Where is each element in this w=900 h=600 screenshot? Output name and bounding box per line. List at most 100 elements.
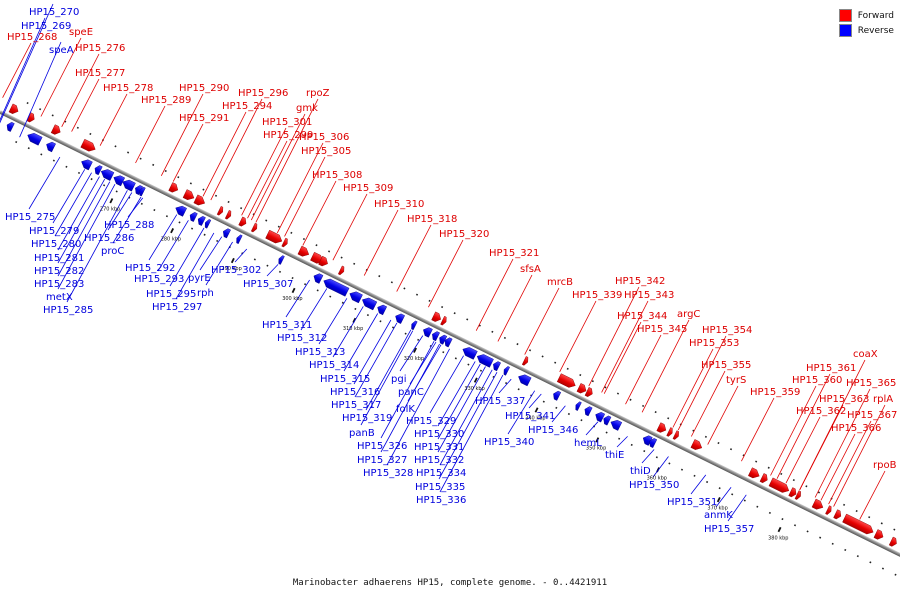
gene-label: HP15_332	[414, 455, 464, 466]
gene-leader-line	[318, 298, 348, 345]
gene-leader-line	[99, 93, 128, 146]
reverse-gene-arrow	[189, 212, 198, 222]
gene-leader-line	[429, 355, 464, 414]
gene-leader-line	[652, 456, 669, 478]
reverse-gene-arrow	[610, 420, 623, 431]
gene-label: HP15_286	[84, 233, 134, 244]
tick-mark	[716, 497, 721, 503]
gene-leader-line	[690, 474, 707, 495]
tick-label: 380 kbp	[768, 535, 788, 541]
forward-gene-arrow	[811, 498, 824, 510]
tick-label: 370 kbp	[707, 505, 727, 511]
gene-label: HP15_316	[330, 387, 380, 398]
gene-leader-line	[266, 264, 279, 277]
gene-label: HP15_299	[263, 130, 313, 141]
forward-gene-arrow	[666, 427, 673, 437]
forward-gene-arrow	[431, 311, 441, 322]
reverse-gene-arrow	[349, 291, 363, 304]
gene-label: HP15_307	[243, 279, 293, 290]
map-caption: Marinobacter adhaerens HP15, complete ge…	[292, 578, 608, 588]
forward-gene-arrow	[50, 124, 61, 135]
tick-mark	[170, 228, 174, 234]
gene-label: HP15_353	[689, 338, 739, 349]
gene-label: rpoB	[873, 460, 897, 471]
tick-label: 350 kbp	[586, 446, 606, 452]
gene-label: panC	[398, 387, 424, 398]
gene-label: HP15_293	[134, 274, 184, 285]
gene-label: HP15_351	[667, 497, 717, 508]
forward-gene-arrow	[80, 138, 96, 152]
gene-leader-line	[437, 363, 481, 440]
gene-leader-line	[175, 232, 215, 300]
gene-label: sfsA	[520, 264, 541, 275]
gene-leader-line	[380, 341, 435, 439]
gene-leader-line	[157, 220, 189, 272]
reverse-gene-arrow	[377, 304, 388, 316]
gene-label: HP15_281	[34, 253, 84, 264]
forward-gene-arrow	[584, 387, 593, 397]
forward-gene-arrow	[193, 194, 206, 206]
forward-gene-arrow	[297, 245, 310, 257]
reverse-gene-arrow	[6, 121, 15, 132]
gene-leader-line	[160, 93, 204, 176]
gene-label: HP15_285	[43, 305, 93, 316]
forward-gene-arrow	[556, 373, 576, 388]
gene-leader-line	[241, 127, 287, 216]
gene-label: pgi	[391, 374, 406, 385]
gene-label: HP15_318	[407, 214, 457, 225]
gene-leader-line	[799, 404, 844, 491]
reverse-gene-arrow	[81, 159, 93, 171]
reverse-gene-arrow	[122, 179, 136, 192]
gene-leader-line	[677, 335, 727, 431]
gene-leader-line	[57, 184, 116, 290]
gene-label: HP15_367	[847, 410, 897, 421]
gene-leader-line	[690, 370, 726, 437]
reverse-gene-arrow	[603, 415, 612, 426]
gene-leader-line	[524, 287, 560, 355]
gene-leader-line	[715, 487, 732, 508]
gene-leader-line	[365, 329, 412, 411]
reverse-gene-arrow	[362, 297, 378, 311]
reverse-gene-arrow	[204, 219, 212, 229]
reverse-gene-arrow	[444, 337, 453, 348]
forward-gene-arrow	[759, 473, 768, 484]
reverse-gene-arrow	[595, 412, 606, 423]
gene-leader-line	[727, 494, 747, 522]
gene-leader-line	[785, 416, 821, 484]
gene-label: HP15_289	[141, 95, 191, 106]
tick-mark	[473, 377, 478, 383]
gene-leader-line	[776, 373, 831, 479]
forward-gene-arrow	[842, 513, 874, 535]
forward-gene-arrow	[318, 255, 328, 267]
gene-label: HP15_313	[295, 347, 345, 358]
gene-leader-line	[107, 192, 133, 231]
tick-label: 330 kbp	[464, 386, 484, 392]
gene-leader-line	[353, 319, 392, 385]
gene-label: pyrE	[188, 273, 211, 284]
gene-label: HP15_345	[637, 324, 687, 335]
gene-leader-line	[255, 98, 319, 223]
forward-gene-arrow	[281, 237, 288, 248]
gene-leader-line	[439, 374, 504, 493]
forward-gene-arrow	[748, 467, 760, 479]
gene-label: argC	[677, 309, 700, 320]
gene-label: thiE	[605, 450, 624, 461]
gene-label: HP15_327	[357, 455, 407, 466]
reverse-gene-arrow	[439, 334, 448, 345]
reverse-gene-arrow	[313, 273, 324, 284]
gene-leader-line	[57, 176, 100, 251]
tick-label: 280 kbp	[161, 236, 181, 242]
gene-label: HP15_337	[475, 396, 525, 407]
gene-leader-line	[498, 378, 512, 394]
gene-leader-line	[396, 224, 432, 292]
gene-label: HP15_268	[7, 32, 57, 43]
gene-label: HP15_339	[572, 290, 622, 301]
gene-label: HP15_336	[416, 495, 466, 506]
reverse-gene-arrow	[575, 401, 582, 411]
gene-leader-line	[672, 348, 714, 428]
gene-label: HP15_361	[806, 363, 856, 374]
gene-leader-line	[284, 156, 326, 237]
tick-mark	[595, 437, 600, 443]
